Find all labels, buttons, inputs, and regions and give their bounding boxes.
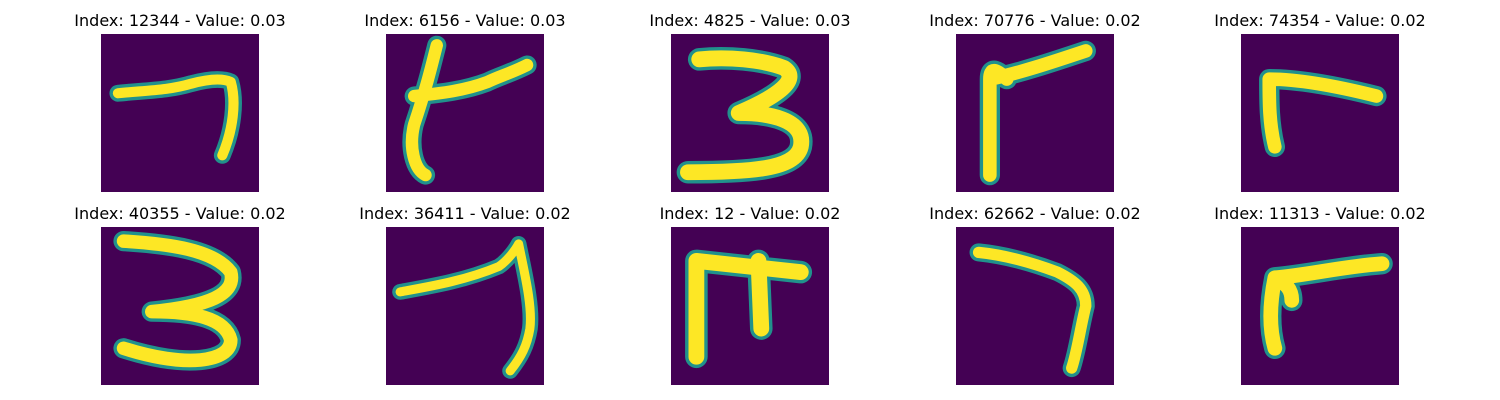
digit-glyph <box>676 47 813 184</box>
digit-image <box>956 227 1114 385</box>
panel-title: Index: 11313 - Value: 0.02 <box>1214 204 1426 223</box>
digit-image <box>671 227 829 385</box>
digit-image <box>101 34 259 192</box>
digit-glyph <box>402 35 537 185</box>
panel-title: Index: 70776 - Value: 0.02 <box>929 11 1141 30</box>
panel-title: Index: 74354 - Value: 0.02 <box>1214 11 1426 30</box>
digit-image <box>386 34 544 192</box>
digit-image <box>671 34 829 192</box>
digit-image <box>956 34 1114 192</box>
panel-title: Index: 12 - Value: 0.02 <box>659 204 841 223</box>
panel-title: Index: 4825 - Value: 0.03 <box>649 11 851 30</box>
digit-glyph <box>969 243 1095 378</box>
panel-title: Index: 6156 - Value: 0.03 <box>364 11 566 30</box>
digit-image <box>101 227 259 385</box>
digit-image <box>1241 227 1399 385</box>
digit-glyph <box>113 230 242 371</box>
panel-title: Index: 62662 - Value: 0.02 <box>929 204 1141 223</box>
digit-glyph <box>1259 68 1387 158</box>
panel-title: Index: 40355 - Value: 0.02 <box>74 204 286 223</box>
digit-glyph <box>392 236 539 379</box>
digit-glyph <box>685 249 813 369</box>
panel-title: Index: 12344 - Value: 0.03 <box>74 11 286 30</box>
digit-glyph <box>1259 252 1393 360</box>
digit-glyph <box>109 71 242 164</box>
digit-image <box>1241 34 1399 192</box>
digit-image <box>386 227 544 385</box>
panel-title: Index: 36411 - Value: 0.02 <box>359 204 571 223</box>
digit-glyph <box>979 40 1096 186</box>
